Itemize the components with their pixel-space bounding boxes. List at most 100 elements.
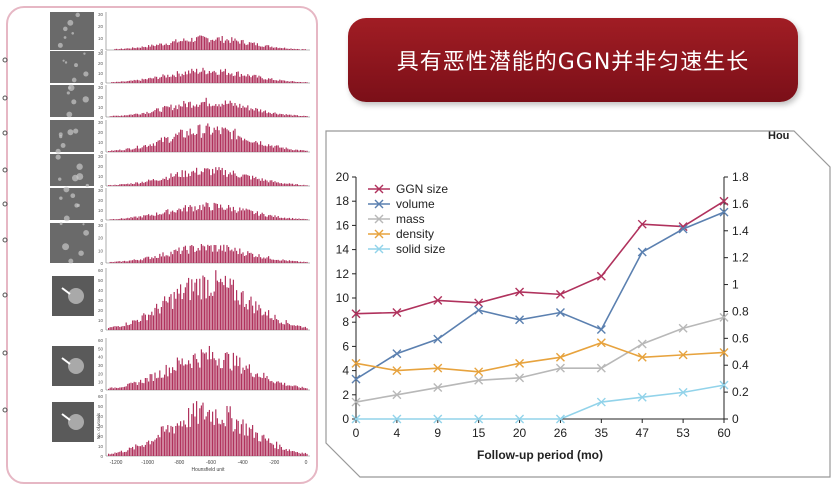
- histogram-bar: [255, 213, 257, 220]
- histogram-bar: [274, 448, 276, 456]
- histogram-bar: [264, 377, 266, 390]
- histogram-bar: [157, 377, 159, 390]
- histogram-bar: [116, 48, 118, 50]
- histogram-bar: [125, 184, 127, 186]
- histogram-bar: [236, 71, 238, 83]
- histogram-bar: [202, 245, 204, 263]
- ct-texture: [59, 222, 63, 226]
- data-point: [678, 224, 688, 234]
- histogram-bar: [220, 424, 222, 456]
- histogram-bar: [128, 48, 130, 50]
- histogram-bar: [290, 48, 292, 50]
- histogram-bar: [204, 101, 206, 117]
- legend-entry: volume: [368, 197, 435, 211]
- histogram-bar: [274, 383, 276, 390]
- histogram-bar: [253, 313, 255, 330]
- histogram-bar: [285, 448, 287, 456]
- histogram-bar: [140, 148, 142, 152]
- histogram-bar: [181, 299, 183, 330]
- histogram-bar: [272, 80, 274, 83]
- y-right-tick-label: 1.8: [732, 170, 749, 184]
- histogram-bar: [236, 139, 238, 152]
- histogram-bar: [279, 323, 281, 330]
- histogram-bar: [130, 80, 132, 83]
- data-point: [719, 196, 729, 206]
- y-right-tick-label: 1.6: [732, 197, 749, 211]
- histogram-bar: [208, 70, 210, 83]
- histogram-bar: [196, 401, 198, 456]
- histogram-bar: [234, 247, 236, 263]
- histogram-bar: [221, 250, 223, 263]
- histogram-bar: [220, 204, 222, 220]
- histogram-bar: [287, 450, 289, 456]
- histogram-bar: [128, 260, 130, 263]
- histogram-bar: [248, 253, 250, 263]
- histogram-bar: [242, 208, 244, 220]
- data-point: [596, 324, 606, 334]
- histogram-bar: [122, 49, 124, 50]
- histogram-bar: [154, 76, 156, 83]
- histogram-bar: [125, 261, 127, 263]
- side-marker: [2, 350, 8, 356]
- histogram-bar: [247, 209, 249, 220]
- histogram-bar: [223, 423, 225, 456]
- histogram-bar: [229, 74, 231, 83]
- histogram-bar: [237, 366, 239, 390]
- histogram-bar: [119, 387, 121, 390]
- ct-texture: [70, 193, 76, 199]
- histogram-row: 0 10 20 30 40 50 60: [52, 268, 310, 333]
- histogram-bar: [300, 453, 302, 456]
- histogram-bar: [111, 82, 113, 83]
- histogram-bar: [200, 71, 202, 83]
- histogram-bar: [293, 81, 295, 83]
- histogram-bar: [232, 40, 234, 50]
- histogram-bar: [132, 260, 134, 263]
- histogram-bar: [152, 143, 154, 152]
- data-point: [515, 315, 525, 325]
- histogram-bar: [256, 432, 258, 456]
- histogram-bar: [136, 445, 138, 456]
- histogram-bar: [159, 370, 161, 390]
- histogram-bar: [162, 74, 164, 83]
- histogram-bar: [296, 81, 298, 83]
- histogram-bar: [220, 134, 222, 152]
- histogram-bar: [272, 444, 274, 456]
- histogram-bar: [108, 327, 110, 330]
- data-point: [515, 414, 525, 424]
- histogram-bar: [212, 39, 214, 50]
- histogram-bar: [136, 319, 138, 330]
- histogram-bar: [159, 43, 161, 50]
- histogram-bar: [205, 298, 207, 330]
- histogram-bar: [160, 137, 162, 152]
- histogram-bar: [119, 218, 121, 220]
- histogram-bar: [122, 261, 124, 263]
- histogram-bar: [224, 353, 226, 390]
- histogram-bar: [159, 437, 161, 456]
- histogram-y-tick: 10: [98, 174, 104, 179]
- histogram-bar: [184, 40, 186, 50]
- histogram-bar: [274, 314, 276, 330]
- histogram-bar: [154, 372, 156, 390]
- histogram-bar: [196, 133, 198, 152]
- histogram-bar: [245, 255, 247, 263]
- histogram-bar: [199, 408, 201, 456]
- histogram-bar: [298, 81, 300, 83]
- histogram-bar: [248, 300, 250, 330]
- histogram-bar: [156, 438, 158, 456]
- histogram-bar: [133, 320, 135, 330]
- histogram-bar: [148, 256, 150, 263]
- data-point: [555, 363, 565, 373]
- legend-entry: GGN size: [368, 182, 448, 196]
- histogram-bar: [248, 42, 250, 50]
- ct-thumbnail: [50, 12, 94, 50]
- histogram-bar: [112, 185, 114, 186]
- histogram-bar: [239, 304, 241, 330]
- histogram-bar: [212, 352, 214, 390]
- histogram-bar: [277, 182, 279, 186]
- histogram-bar: [224, 275, 226, 330]
- histogram-bar: [242, 252, 244, 263]
- y-tick-label: 0: [342, 412, 349, 426]
- histogram-bar: [162, 45, 164, 50]
- histogram-bar: [263, 180, 265, 186]
- histogram-bar: [280, 260, 282, 263]
